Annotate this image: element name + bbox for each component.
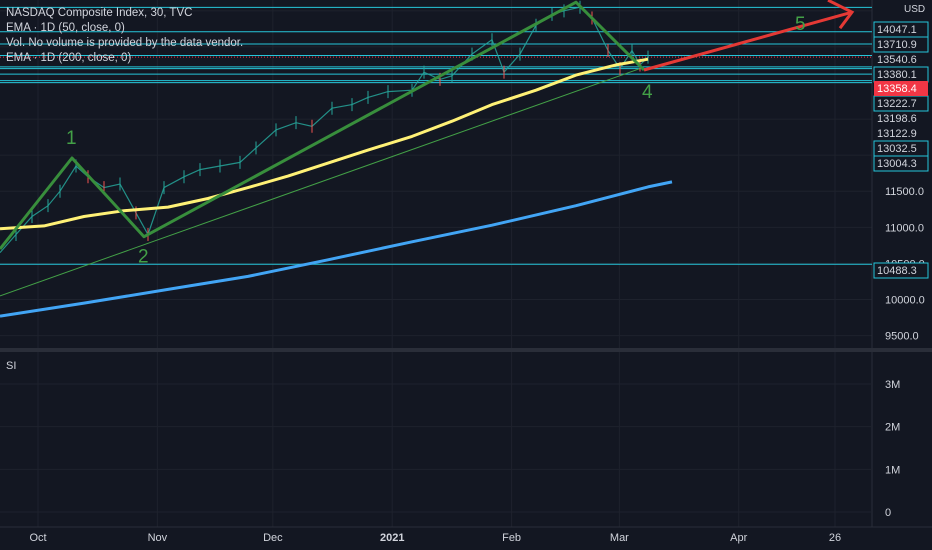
projection-arrow-shaft: [644, 12, 852, 70]
legend-symbol-title[interactable]: NASDAQ Composite Index, 30, TVC: [6, 6, 243, 21]
y-tick-4: 11500.0: [885, 186, 924, 198]
legend-volume-note[interactable]: Vol. No volume is provided by the data v…: [6, 36, 243, 51]
x-tick-0: Oct: [29, 532, 46, 544]
wave-label-4: 4: [642, 82, 653, 103]
x-tick-4: Feb: [502, 532, 521, 544]
price-level-label-4: 13222.7: [877, 98, 917, 110]
y-tick-0: 9500.0: [885, 331, 919, 343]
price-level-label-8: 13004.3: [877, 158, 917, 170]
price-level-label-5: 13198.6: [877, 113, 917, 125]
x-tick-2: Dec: [263, 532, 283, 544]
chart-legend: NASDAQ Composite Index, 30, TVC EMA · 1D…: [6, 6, 243, 66]
price-level-label-7: 13032.5: [877, 143, 917, 155]
x-tick-5: Mar: [610, 532, 629, 544]
wave-label-5: 5: [795, 14, 806, 35]
x-tick-6: Apr: [730, 532, 747, 544]
legend-ema-50[interactable]: EMA · 1D (50, close, 0): [6, 21, 243, 36]
y-tick-1: 10000.0: [885, 294, 925, 306]
price-level-label-1: 13710.9: [877, 39, 917, 51]
x-tick-7: 26: [829, 532, 841, 544]
x-tick-3: 2021: [380, 532, 404, 544]
ema-200-line: [0, 182, 672, 316]
price-level-label-9: 10488.3: [877, 265, 917, 277]
x-tick-1: Nov: [148, 532, 168, 544]
wave-label-2: 2: [138, 247, 149, 268]
price-level-label-3: 13380.1: [877, 69, 917, 81]
currency-label: USD: [904, 4, 925, 15]
price-level-label-2: 13540.6: [877, 54, 917, 66]
ema-50-line: [0, 59, 648, 229]
y-tick-3: 11000.0: [885, 222, 924, 234]
current-price-label: 13358.4: [877, 83, 917, 95]
legend-ema-200[interactable]: EMA · 1D (200, close, 0): [6, 51, 243, 66]
wave-label-1: 1: [66, 128, 77, 149]
lower-tick-3: 3M: [885, 379, 900, 391]
lower-tick-0: 0: [885, 507, 891, 519]
price-level-label-0: 14047.1: [877, 24, 917, 36]
lower-tick-2: 2M: [885, 422, 900, 434]
lower-tick-1: 1M: [885, 464, 900, 476]
price-level-label-6: 13122.9: [877, 128, 917, 140]
